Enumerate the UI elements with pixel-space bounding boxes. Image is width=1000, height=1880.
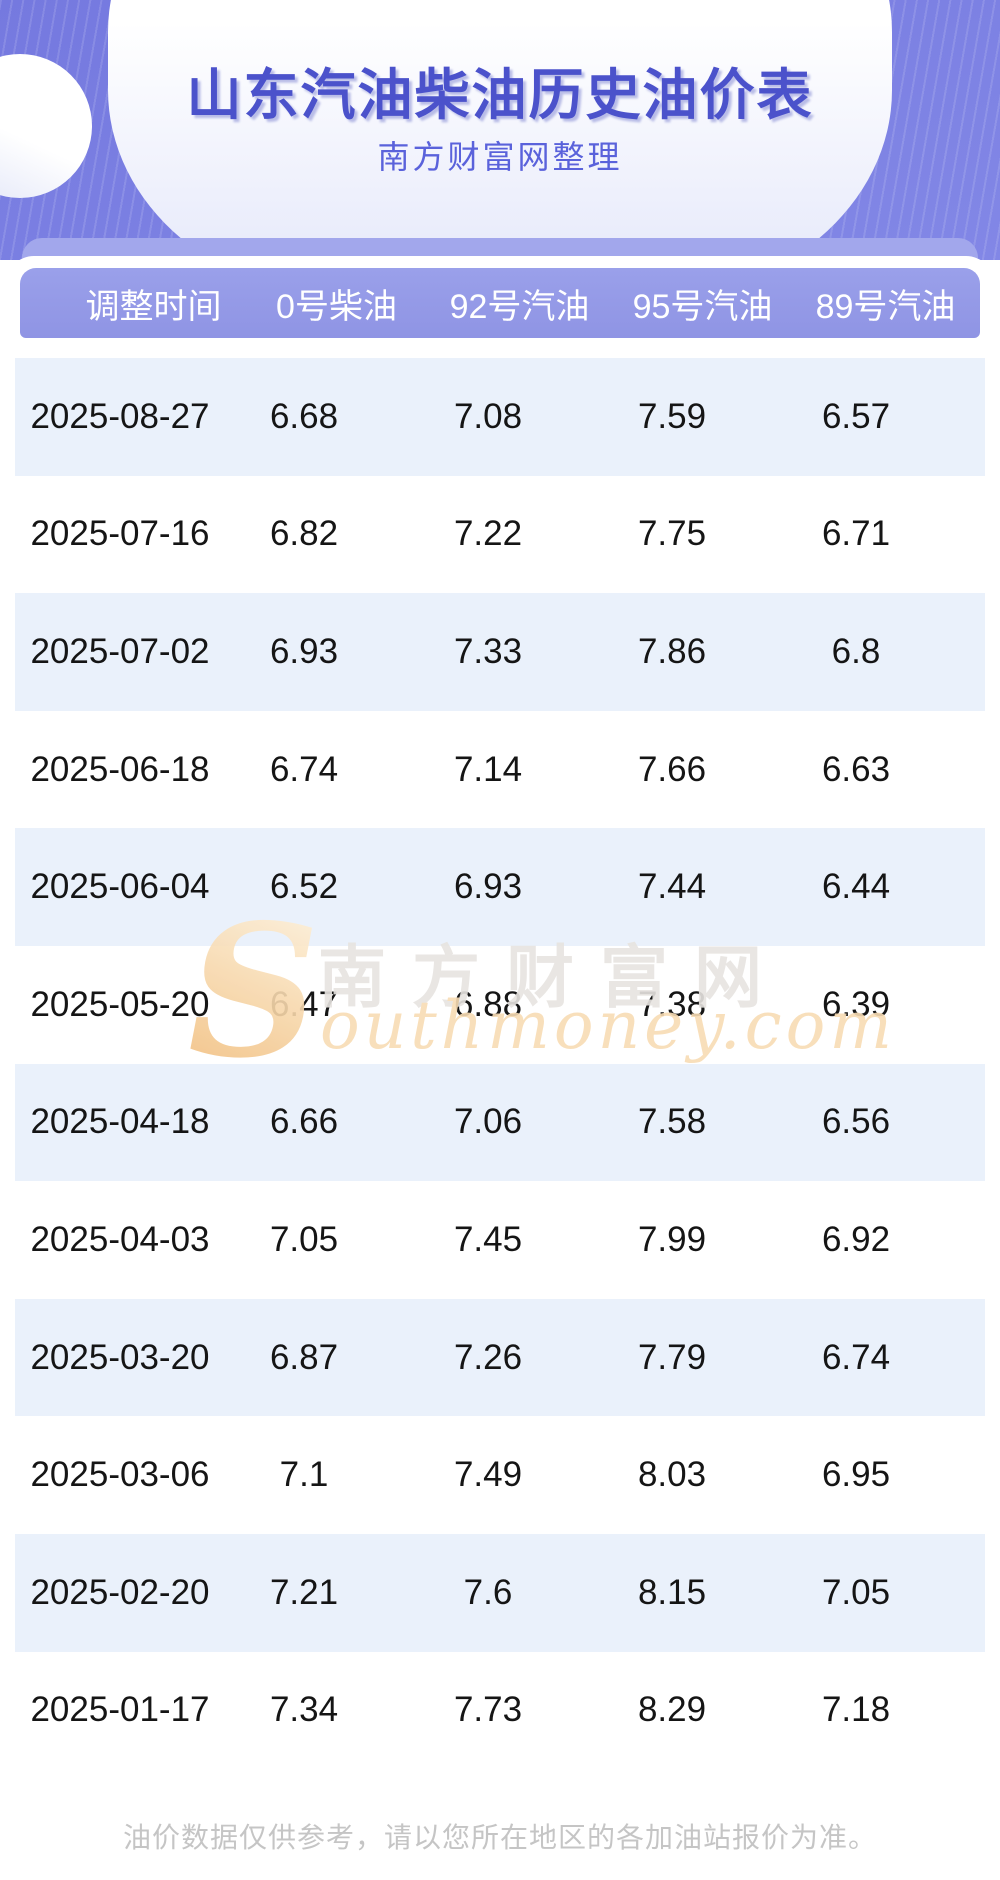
cell-price: 7.14 xyxy=(453,749,523,789)
cell-price: 7.66 xyxy=(637,749,707,789)
cell-price: 6.57 xyxy=(821,396,891,436)
table-rows: 2025-08-27 6.68 7.08 7.59 6.57 2025-07-16 6.82… xyxy=(15,358,985,1769)
header-cell: 0号柴油 xyxy=(276,287,397,326)
cell-price: 6.44 xyxy=(821,867,891,907)
table-card: 调整时间 0号柴油 92号汽油 95号汽油 89号汽油 2025-08-27 6.68 7.… xyxy=(6,256,994,1790)
cell-date: 2025-04-18 xyxy=(30,1102,210,1142)
cell-price: 6.68 xyxy=(269,396,339,436)
cell-price: 8.29 xyxy=(637,1690,707,1730)
cell-date: 2025-06-04 xyxy=(30,867,210,907)
table-row: 2025-06-18 6.74 7.14 7.66 6.63 xyxy=(15,711,985,829)
cell-price: 7.86 xyxy=(637,631,707,671)
cell-price: 7.79 xyxy=(637,1337,707,1377)
table-back-layer xyxy=(22,238,978,258)
cell-price: 7.45 xyxy=(453,1219,523,1259)
footer-note: 油价数据仅供参考，请以您所在地区的各加油站报价为准。 xyxy=(122,1822,877,1853)
cell-price: 7.05 xyxy=(269,1219,339,1259)
cell-price: 7.21 xyxy=(269,1572,339,1612)
cell-price: 7.34 xyxy=(269,1690,339,1730)
table-row: 2025-06-04 6.52 6.93 7.44 6.44 xyxy=(15,828,985,946)
cell-date: 2025-03-06 xyxy=(30,1455,210,1495)
cell-price: 6.39 xyxy=(821,984,891,1024)
cell-price: 7.08 xyxy=(453,396,523,436)
cell-price: 6.74 xyxy=(269,749,339,789)
cell-price: 6.47 xyxy=(269,984,339,1024)
page-title: 山东汽油柴油历史油价表 xyxy=(186,64,814,126)
table-row: 2025-07-16 6.82 7.22 7.75 6.71 xyxy=(15,476,985,594)
table-row: 2025-03-06 7.1 7.49 8.03 6.95 xyxy=(15,1416,985,1534)
cell-price: 7.22 xyxy=(453,514,523,554)
table-row: 2025-04-03 7.05 7.45 7.99 6.92 xyxy=(15,1181,985,1299)
cell-price: 6.66 xyxy=(269,1102,339,1142)
cell-price: 6.93 xyxy=(269,631,339,671)
cell-price: 6.52 xyxy=(269,867,339,907)
cell-price: 6.71 xyxy=(821,514,891,554)
cell-date: 2025-03-20 xyxy=(30,1337,210,1377)
cell-price: 6.63 xyxy=(821,749,891,789)
table-row: 2025-01-17 7.34 7.73 8.29 7.18 xyxy=(15,1652,985,1770)
cell-price: 6.93 xyxy=(453,867,523,907)
cell-price: 8.15 xyxy=(637,1572,707,1612)
table-header: 调整时间 0号柴油 92号汽油 95号汽油 89号汽油 xyxy=(20,268,980,338)
cell-price: 7.26 xyxy=(453,1337,523,1377)
decor-blob xyxy=(108,0,892,260)
cell-price: 6.92 xyxy=(821,1219,891,1259)
cell-price: 6.95 xyxy=(821,1455,891,1495)
table-row: 2025-08-27 6.68 7.08 7.59 6.57 xyxy=(15,358,985,476)
cell-price: 6.8 xyxy=(831,631,881,671)
cell-date: 2025-08-27 xyxy=(30,396,210,436)
header-cell: 89号汽油 xyxy=(815,287,956,326)
header-cell: 95号汽油 xyxy=(632,287,773,326)
cell-date: 2025-04-03 xyxy=(30,1219,210,1259)
cell-price: 6.74 xyxy=(821,1337,891,1377)
cell-price: 6.56 xyxy=(821,1102,891,1142)
cell-date: 2025-06-18 xyxy=(30,749,210,789)
cell-price: 7.18 xyxy=(821,1690,891,1730)
cell-price: 7.73 xyxy=(453,1690,523,1730)
page-subtitle: 南方财富网整理 xyxy=(377,139,623,175)
cell-price: 7.75 xyxy=(637,514,707,554)
cell-price: 7.59 xyxy=(637,396,707,436)
cell-price: 7.58 xyxy=(637,1102,707,1142)
cell-date: 2025-01-17 xyxy=(30,1690,210,1730)
cell-price: 7.44 xyxy=(637,867,707,907)
cell-date: 2025-05-20 xyxy=(30,984,210,1024)
cell-price: 7.38 xyxy=(637,984,707,1024)
cell-price: 7.1 xyxy=(279,1455,329,1495)
header-cell: 92号汽油 xyxy=(449,287,590,326)
cell-price: 7.99 xyxy=(637,1219,707,1259)
cell-date: 2025-07-02 xyxy=(30,631,210,671)
cell-price: 6.87 xyxy=(269,1337,339,1377)
table-row: 2025-05-20 6.47 6.88 7.38 6.39 xyxy=(15,946,985,1064)
cell-price: 7.6 xyxy=(463,1572,513,1612)
cell-price: 7.05 xyxy=(821,1572,891,1612)
cell-price: 6.82 xyxy=(269,514,339,554)
cell-price: 7.06 xyxy=(453,1102,523,1142)
table-row: 2025-07-02 6.93 7.33 7.86 6.8 xyxy=(15,593,985,711)
header-cell: 调整时间 xyxy=(85,287,222,326)
table-row: 2025-04-18 6.66 7.06 7.58 6.56 xyxy=(15,1063,985,1182)
cell-price: 6.88 xyxy=(453,984,523,1024)
hero-banner: 山东汽油柴油历史油价表 南方财富网整理 xyxy=(0,0,1000,260)
cell-date: 2025-02-20 xyxy=(30,1572,210,1612)
table-row: 2025-02-20 7.21 7.6 8.15 7.05 xyxy=(15,1533,985,1652)
cell-price: 7.49 xyxy=(453,1455,523,1495)
cell-price: 7.33 xyxy=(453,631,523,671)
cell-date: 2025-07-16 xyxy=(30,514,210,554)
cell-price: 8.03 xyxy=(637,1455,707,1495)
table-row: 2025-03-20 6.87 7.26 7.79 6.74 xyxy=(15,1298,985,1417)
